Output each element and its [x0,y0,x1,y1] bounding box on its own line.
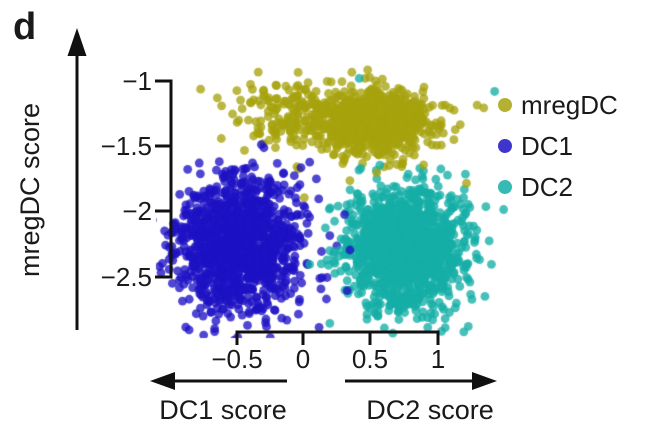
x-axis-label-dc2: DC2 score [366,395,494,425]
legend-swatch-dc1 [498,138,512,153]
y-tick-label: −2.5 [100,262,152,292]
legend-item: DC2 [498,166,618,207]
legend-label: mregDC [521,89,618,120]
x-tick-label: 0 [295,344,311,374]
legend: mregDC DC1 DC2 [498,84,618,207]
legend-swatch-dc2 [498,179,512,194]
legend-item: DC1 [498,125,618,166]
y-tick-label: −1 [122,66,152,96]
x-tick-label: −0.5 [211,344,263,374]
x-axis-label-dc1: DC1 score [159,395,287,425]
x-tick-label: 0.5 [351,344,389,374]
x-tick-label: 1 [430,344,446,374]
legend-swatch-mregdc [498,97,512,112]
y-axis-label: mregDC score [15,102,45,278]
y-tick-label: −1.5 [100,131,152,161]
legend-label: DC2 [521,171,574,202]
legend-label: DC1 [521,130,574,161]
y-tick-label: −2 [122,196,152,226]
panel-label: d [13,6,37,48]
legend-item: mregDC [498,84,618,125]
